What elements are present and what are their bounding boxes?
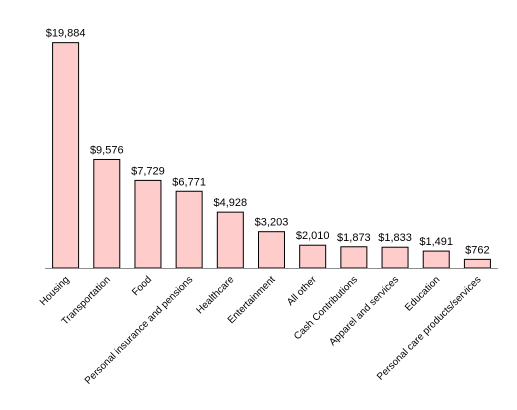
- data-label-8: $1,833: [378, 232, 412, 244]
- tick-label-9: Education: [403, 274, 442, 313]
- bar-2: [134, 179, 162, 269]
- data-label-10: $762: [465, 244, 489, 256]
- bar-10: [463, 258, 491, 269]
- bar-9: [422, 250, 450, 269]
- data-label-4: $4,928: [213, 197, 247, 209]
- bar-1: [93, 158, 121, 269]
- data-label-0: $19,884: [46, 28, 86, 40]
- bar-6: [299, 244, 327, 269]
- tick-label-6: All other: [285, 274, 319, 308]
- bar-5: [258, 231, 285, 269]
- data-label-6: $2,010: [296, 230, 330, 242]
- tick-label-8: Apparel and services: [327, 274, 401, 348]
- bar-3: [175, 190, 203, 269]
- data-label-7: $1,873: [337, 232, 371, 244]
- data-label-2: $7,729: [131, 165, 165, 177]
- data-label-1: $9,576: [90, 144, 124, 156]
- tick-label-0: Housing: [38, 274, 72, 308]
- data-label-9: $1,491: [419, 236, 453, 248]
- data-labels-group: $19,884 $9,576 $7,729 $6,771 $4,928 $3,203 $2,…: [46, 28, 490, 257]
- tick-label-4: Healthcare: [194, 274, 236, 316]
- bar-8: [381, 246, 409, 269]
- data-label-3: $6,771: [172, 176, 206, 188]
- data-label-5: $3,203: [255, 217, 289, 229]
- tick-label-2: Food: [130, 274, 154, 298]
- bar-0: [52, 42, 80, 269]
- bar-4: [216, 211, 244, 269]
- bar-7: [340, 246, 368, 269]
- bars-group: [52, 42, 491, 269]
